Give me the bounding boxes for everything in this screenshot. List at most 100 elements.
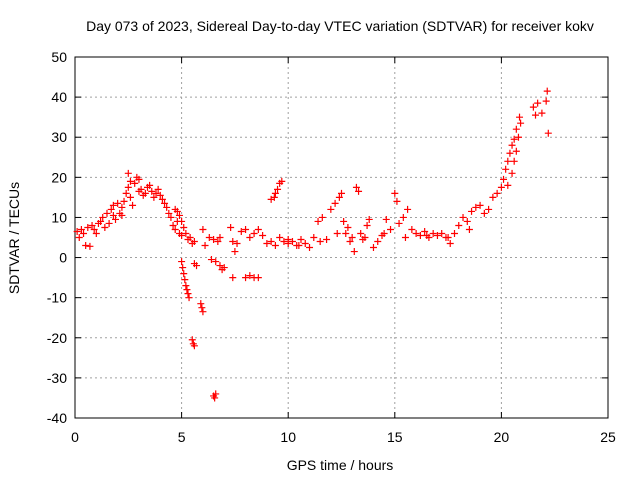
data-point [182,282,190,290]
data-point [118,211,126,219]
data-point [493,189,501,197]
data-point [331,199,339,207]
x-tick-label: 15 [387,429,403,445]
data-point [183,286,191,294]
grid-lines [75,57,608,418]
data-point [148,187,156,195]
data-point [382,215,390,223]
x-tick-label: 20 [494,429,510,445]
data-point [346,238,354,246]
data-point [271,189,279,197]
data-point [122,189,130,197]
data-point [193,262,201,270]
data-point [393,197,401,205]
data-point [446,240,454,248]
data-point [188,336,196,344]
data-point [246,272,254,280]
data-point [352,183,360,191]
y-tick-label: -40 [47,410,67,426]
data-point [355,187,363,195]
data-point [348,234,356,241]
data-point [112,215,120,223]
data-point [297,236,305,244]
data-point [229,274,237,282]
data-point [421,227,429,235]
data-point [340,217,348,225]
data-point [242,225,250,233]
data-point [344,223,352,231]
data-point [186,234,194,241]
data-point [480,209,488,217]
data-point [310,234,318,241]
data-point [227,223,235,231]
data-point [120,197,128,205]
data-point [161,199,169,207]
data-point [103,209,111,217]
data-point [101,223,109,231]
data-point [77,225,85,233]
data-point [254,225,262,233]
data-point [152,189,160,197]
data-point [86,242,94,250]
data-point [512,147,520,155]
data-point [463,217,471,225]
data-point [455,221,463,229]
data-point [532,111,540,119]
data-point [109,211,117,219]
data-point [169,221,177,229]
plot-frame [74,56,609,419]
y-tick-label: 40 [51,89,67,105]
data-point [380,229,388,237]
data-point [276,234,284,241]
data-point [216,262,224,270]
data-point [214,238,222,246]
data-point [210,236,218,244]
data-point [327,205,335,213]
data-point [374,238,382,246]
data-point [504,157,512,165]
data-point [254,274,262,282]
y-tick-label: 0 [59,250,67,266]
data-point [141,189,149,197]
data-point [543,87,551,95]
data-point [444,234,452,241]
data-point [90,225,98,233]
data-point [316,238,324,246]
data-point [323,236,331,244]
data-point [124,183,132,191]
data-point [178,231,186,239]
data-point [416,231,424,239]
data-point [182,229,190,237]
chart-title: Day 073 of 2023, Sidereal Day-to-day VTE… [86,18,594,34]
data-point [280,238,288,246]
data-point [500,175,508,183]
y-tick-label: -10 [47,290,67,306]
data-point [497,183,505,191]
data-point [306,244,314,252]
data-point [538,109,546,117]
data-point [129,201,137,209]
x-tick-label: 10 [280,429,296,445]
data-point [506,149,514,157]
data-point [433,231,441,239]
data-point [233,240,241,248]
data-point [126,193,134,201]
data-point [342,229,350,237]
data-point [126,177,134,185]
data-point [516,113,524,121]
data-point [201,242,209,250]
data-point [333,229,341,237]
data-point [99,213,107,221]
y-tick-label: 50 [51,49,67,65]
data-point [465,225,473,233]
data-point [263,240,271,248]
data-point [178,258,186,266]
data-point [173,207,181,215]
data-point [73,227,81,235]
x-tick-label: 25 [600,429,616,445]
data-point [167,213,175,221]
data-point [267,238,275,246]
data-point [82,242,90,250]
data-point [534,99,542,107]
data-point [423,231,431,239]
